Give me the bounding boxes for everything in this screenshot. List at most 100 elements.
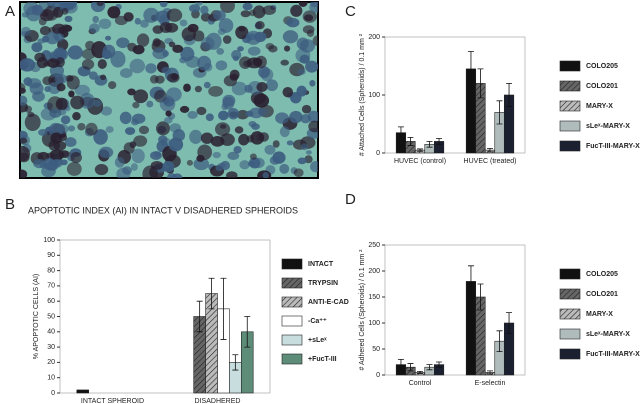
y-tick-label: 50 — [372, 346, 380, 353]
cell — [39, 26, 51, 36]
cell — [54, 73, 68, 85]
y-tick-label: 60 — [47, 298, 55, 305]
cell — [286, 140, 294, 146]
cell — [246, 33, 256, 41]
error-bar — [477, 68, 484, 99]
cell — [218, 18, 234, 33]
cell — [146, 100, 154, 108]
cell — [293, 168, 304, 178]
cell — [107, 6, 121, 19]
cell — [249, 153, 257, 160]
cell — [258, 132, 269, 142]
error-bar — [208, 277, 215, 310]
y-tick-label: 150 — [368, 294, 380, 301]
legend-label: sLeˣ-MARY-X — [586, 331, 630, 338]
cell — [36, 57, 48, 69]
x-tick-label: INTACT SPHEROID — [81, 398, 144, 404]
y-tick-label: 20 — [47, 359, 55, 366]
cell — [289, 110, 303, 124]
cell — [31, 4, 44, 16]
cell — [300, 114, 311, 124]
legend-swatch — [559, 60, 581, 72]
cell — [226, 171, 238, 178]
cell — [194, 2, 203, 6]
cell — [193, 158, 210, 171]
y-tick-label: 10 — [47, 375, 55, 382]
cell — [256, 82, 268, 92]
cell — [296, 85, 307, 97]
cell — [305, 60, 318, 73]
cell — [156, 121, 170, 136]
legend-label: COLO201 — [586, 83, 618, 90]
cell — [187, 23, 199, 33]
error-bar — [506, 83, 513, 107]
cell — [229, 73, 239, 81]
x-tick-label: Control — [409, 380, 432, 387]
cell — [258, 66, 270, 79]
legend-label: -Ca⁺⁺ — [308, 318, 327, 325]
cell — [242, 2, 253, 11]
cell — [265, 79, 279, 92]
cell — [119, 68, 133, 79]
legend-swatch — [559, 120, 581, 132]
cell — [231, 81, 248, 96]
cell — [282, 86, 294, 98]
cell — [279, 163, 290, 174]
cell — [98, 18, 112, 30]
legend-hatch — [282, 297, 302, 307]
cell — [214, 122, 231, 137]
error-bar — [232, 354, 239, 371]
error-bar — [196, 300, 203, 333]
legend-swatch — [559, 268, 581, 280]
cell — [205, 32, 222, 50]
cell — [31, 42, 43, 53]
cell — [216, 48, 225, 55]
error-bar — [417, 370, 423, 374]
legend-label: MARY-X — [586, 103, 613, 110]
y-tick-label: 100 — [368, 92, 380, 99]
cell — [290, 4, 303, 17]
cell — [67, 45, 83, 60]
cell — [105, 35, 112, 41]
legend-hatch — [560, 81, 580, 91]
cell — [108, 81, 117, 90]
cell — [240, 10, 251, 18]
cell — [172, 44, 184, 54]
error-bar — [467, 51, 474, 87]
cell — [20, 87, 26, 94]
cell — [33, 158, 46, 169]
cell — [124, 127, 136, 135]
cell — [298, 2, 308, 8]
cell — [309, 80, 316, 87]
cell — [179, 19, 188, 27]
y-axis-label: # Adhered Cells (Spheroids) / 0.1 mm ² — [359, 249, 366, 371]
cell — [248, 121, 257, 127]
cell — [154, 75, 165, 84]
cell — [140, 19, 149, 28]
cell — [220, 160, 231, 171]
cell — [94, 163, 109, 176]
cell — [132, 101, 140, 109]
cell — [129, 58, 146, 74]
cell — [66, 162, 82, 176]
cell — [308, 120, 318, 133]
cell — [155, 10, 171, 23]
cell — [130, 163, 138, 171]
cell — [102, 44, 116, 59]
cell — [234, 126, 244, 134]
cell — [189, 129, 203, 144]
cell — [93, 129, 108, 145]
x-tick-label: HUVEC (treated) — [464, 158, 517, 165]
y-tick-label: 100 — [368, 320, 380, 327]
cell — [310, 2, 318, 8]
cell — [286, 17, 300, 28]
legend-label: COLO205 — [586, 63, 618, 70]
legend-label: +FucT-III — [308, 356, 337, 363]
legend-label: ANTI-E-CAD — [308, 299, 349, 306]
legend-label: COLO205 — [586, 271, 618, 278]
cell — [23, 77, 33, 86]
panel-label: C — [345, 3, 356, 20]
y-tick-label: 200 — [368, 34, 380, 41]
cell — [142, 165, 159, 178]
cell — [302, 25, 315, 34]
